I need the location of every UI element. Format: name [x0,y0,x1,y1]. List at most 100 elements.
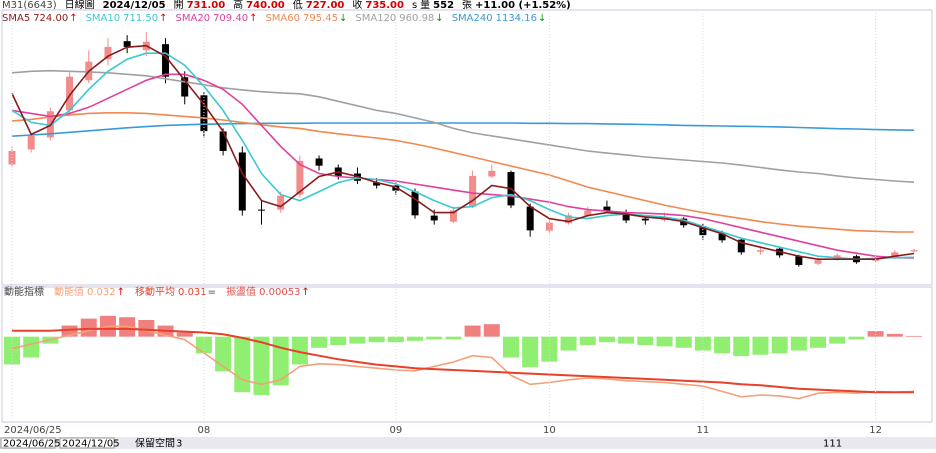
histogram-bar [714,336,731,354]
histogram-bar [675,336,692,348]
indicator-line [12,327,914,394]
histogram-bar [311,336,328,348]
candle-body [200,95,208,132]
x-tick-label: 12 [869,425,882,436]
candle-body [814,260,822,264]
legend-value: 795.45 [303,13,338,24]
x-tick-label: 2024/06/25 [4,425,62,436]
field-label: 量 [420,0,430,11]
histogram-bar [138,320,155,337]
x-tick-label: 11 [697,425,710,436]
candle-body [430,215,438,221]
legend-value: 0.032 [87,287,116,298]
legend-trend: ↓ [339,13,347,24]
histogram-bar [234,336,251,393]
histogram-bar [483,324,500,337]
legend-name: SMA60 [265,13,300,24]
date: 2024/12/05 [103,0,166,11]
histogram-bar [829,336,846,344]
field-label: s [412,0,417,11]
candle-body [603,206,611,211]
candle-body [66,76,74,111]
histogram-bar [253,336,270,395]
start-date[interactable]: 2024/06/25 [3,439,61,450]
legend-name: 移動平均 [135,285,175,298]
candle-body [104,46,112,60]
histogram-bar [330,336,347,345]
histogram-bar [176,332,193,337]
end-date[interactable]: 2024/12/05 [62,439,120,450]
candle-body [488,170,496,177]
histogram-bar [445,336,462,340]
histogram-bar [80,318,97,337]
field-value: 552 [433,0,454,11]
price-panel [1,9,933,286]
histogram-bar [752,336,769,355]
field-label: 高 [233,0,243,11]
legend-trend: ↑ [159,13,167,24]
field-label: 低 [293,0,303,11]
histogram-bar [272,336,289,386]
legend-value: 724.00 [33,13,68,24]
candle-body [699,226,707,236]
histogram-bar [790,336,807,351]
histogram-bar [771,336,788,354]
ma-line [11,122,915,137]
footer-bar [0,437,936,449]
legend-name: SMA20 [176,13,211,24]
histogram-bar [464,325,481,337]
x-tick-label: 10 [543,425,556,436]
candle-body [891,252,899,258]
candle-body [565,215,573,224]
candle-body [392,185,400,191]
legend-name: 動能值 [54,285,84,298]
histogram-bar [349,336,366,344]
field-label: 開 [174,0,184,11]
histogram-bar [387,336,404,343]
space-value[interactable]: 3 [176,439,182,450]
period: 日線圖 [65,0,95,11]
candle-body [162,44,170,77]
histogram-bar [598,336,615,343]
histogram-bar [886,333,903,337]
histogram-bar [867,331,884,337]
indicator-line [11,325,915,400]
legend-name: SMA120 [355,13,396,24]
candle-body [737,239,745,253]
legend-trend: ↑ [117,287,125,298]
candle-body [373,182,381,186]
space-label: 保留空間 [135,437,175,450]
candle-body [795,256,803,265]
histogram-bar [291,336,308,365]
legend-trend: ↓ [538,13,546,24]
candle-body [469,175,477,207]
candle-body [277,195,285,210]
legend-value: 711.50 [123,13,158,24]
legend-trend: ↑ [249,13,257,24]
histogram-bar [579,336,596,345]
end-date-input[interactable] [59,437,115,449]
symbol: M31(6643) [2,0,57,11]
histogram-bar [195,336,212,354]
legend-trend: = [208,287,216,298]
field-value: +11.00 (+1.52%) [475,0,571,11]
histogram-bar [522,336,539,368]
candle-body [219,131,227,151]
legend-value: 0.031 [178,287,207,298]
histogram-bar [426,336,443,340]
candle-body [257,209,265,211]
histogram-bar [560,336,577,351]
candle-body [584,210,592,216]
histogram-bar [502,336,519,358]
start-date-input[interactable] [0,437,56,449]
candle-body [910,250,918,252]
histogram-bar [23,336,40,358]
histogram-bar [618,336,635,344]
candle-body [526,206,534,231]
candle-body [449,210,457,222]
histogram-bar [848,336,865,340]
histogram-bar [61,325,78,337]
candle-body [641,218,649,221]
